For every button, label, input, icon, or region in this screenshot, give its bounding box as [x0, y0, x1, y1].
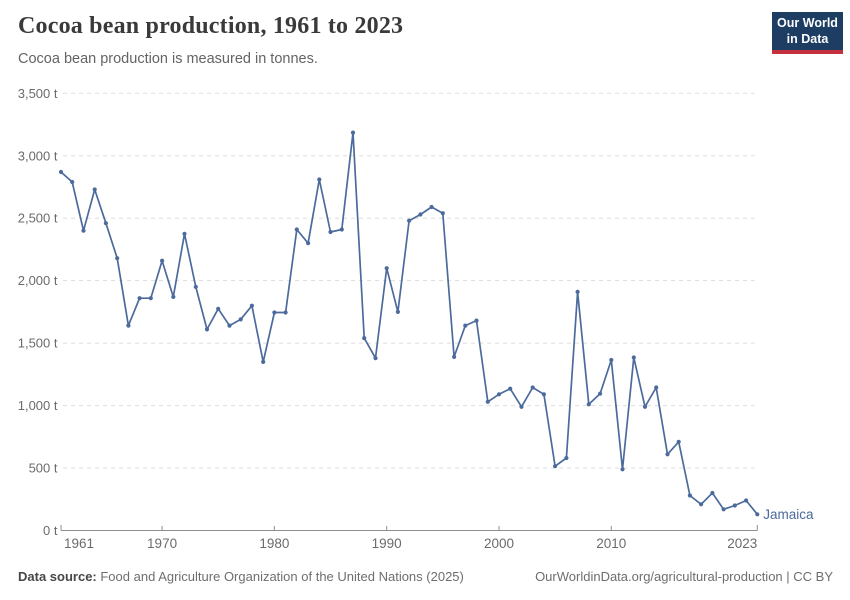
data-source-text: Food and Agriculture Organization of the…	[96, 569, 464, 584]
data-point[interactable]	[148, 296, 153, 301]
data-point[interactable]	[137, 296, 142, 301]
owid-logo[interactable]: Our World in Data	[772, 12, 843, 54]
data-point[interactable]	[350, 130, 356, 135]
data-point[interactable]	[182, 231, 187, 236]
data-point[interactable]	[586, 402, 591, 407]
data-point[interactable]	[676, 439, 681, 444]
data-point[interactable]	[306, 241, 311, 246]
footer-link[interactable]: OurWorldinData.org/agricultural-producti…	[535, 569, 833, 584]
data-point[interactable]	[407, 218, 412, 223]
y-tick-label: 1,500 t	[18, 336, 58, 351]
x-tick-label: 2023	[727, 536, 757, 551]
data-point[interactable]	[654, 385, 659, 390]
y-tick-label: 3,000 t	[18, 148, 58, 163]
data-point[interactable]	[81, 228, 86, 233]
data-point[interactable]	[126, 323, 131, 328]
data-point[interactable]	[238, 317, 243, 322]
data-point[interactable]	[642, 404, 648, 409]
data-point[interactable]	[328, 229, 333, 235]
owid-logo-line2: in Data	[786, 32, 829, 46]
data-point[interactable]	[92, 187, 97, 192]
data-point[interactable]	[496, 392, 502, 397]
y-tick-label: 2,000 t	[18, 273, 58, 288]
data-source-note: Data source: Food and Agriculture Organi…	[18, 569, 464, 584]
data-point[interactable]	[171, 294, 176, 299]
data-point[interactable]	[103, 221, 108, 226]
data-point[interactable]	[261, 359, 266, 364]
data-point[interactable]	[463, 323, 468, 328]
x-tick-label: 2010	[596, 536, 626, 551]
x-tick-label: 2000	[484, 536, 514, 551]
data-point[interactable]	[452, 354, 457, 359]
data-point[interactable]	[384, 266, 389, 271]
data-point[interactable]	[227, 323, 232, 328]
x-tick-label: 1990	[372, 536, 402, 551]
data-point[interactable]	[620, 467, 625, 472]
data-point[interactable]	[249, 303, 254, 308]
data-point[interactable]	[362, 336, 367, 341]
data-point[interactable]	[721, 507, 726, 512]
data-point[interactable]	[553, 464, 558, 469]
data-point[interactable]	[575, 289, 580, 294]
y-tick-label: 3,500 t	[18, 86, 58, 101]
x-tick-label: 1961	[64, 536, 94, 551]
data-point[interactable]	[272, 310, 277, 315]
data-source-label: Data source:	[18, 569, 97, 584]
data-point[interactable]	[294, 227, 299, 232]
data-point[interactable]	[530, 385, 535, 390]
data-point[interactable]	[710, 490, 715, 496]
data-point[interactable]	[395, 309, 400, 314]
data-point[interactable]	[687, 493, 693, 498]
x-tick-label: 1970	[147, 536, 177, 551]
x-tick-label: 1980	[259, 536, 289, 551]
data-point[interactable]	[373, 356, 378, 361]
data-point[interactable]	[58, 169, 64, 175]
y-tick-label: 500 t	[29, 461, 58, 476]
data-point[interactable]	[665, 452, 670, 457]
data-point[interactable]	[115, 256, 120, 261]
data-point[interactable]	[631, 355, 636, 360]
data-point[interactable]	[204, 327, 210, 332]
chart-title: Cocoa bean production, 1961 to 2023	[18, 13, 404, 39]
series-line	[60, 131, 759, 516]
data-point[interactable]	[70, 179, 75, 185]
y-tick-label: 2,500 t	[18, 211, 58, 226]
data-point[interactable]	[339, 227, 344, 232]
data-point[interactable]	[598, 391, 603, 396]
data-point[interactable]	[699, 502, 704, 507]
data-point[interactable]	[609, 357, 614, 363]
data-point[interactable]	[474, 318, 479, 323]
data-point[interactable]	[193, 284, 198, 289]
data-point[interactable]	[541, 392, 547, 397]
owid-logo-line1: Our World	[777, 16, 838, 30]
data-point[interactable]	[508, 386, 513, 391]
y-tick-label: 1,000 t	[18, 398, 58, 413]
data-point[interactable]	[216, 306, 221, 311]
data-point[interactable]	[744, 498, 749, 503]
data-point[interactable]	[755, 512, 760, 517]
data-point[interactable]	[317, 177, 322, 182]
data-point[interactable]	[485, 399, 490, 404]
data-point[interactable]	[440, 211, 445, 216]
data-point[interactable]	[283, 310, 288, 315]
y-tick-label: 0 t	[43, 523, 58, 538]
data-point[interactable]	[564, 455, 569, 461]
data-point[interactable]	[418, 212, 423, 217]
data-point[interactable]	[732, 503, 737, 508]
series-label[interactable]: Jamaica	[763, 507, 814, 522]
data-point[interactable]	[519, 404, 524, 409]
chart-subtitle: Cocoa bean production is measured in ton…	[18, 51, 318, 67]
data-point[interactable]	[429, 204, 434, 210]
data-point[interactable]	[160, 258, 165, 263]
